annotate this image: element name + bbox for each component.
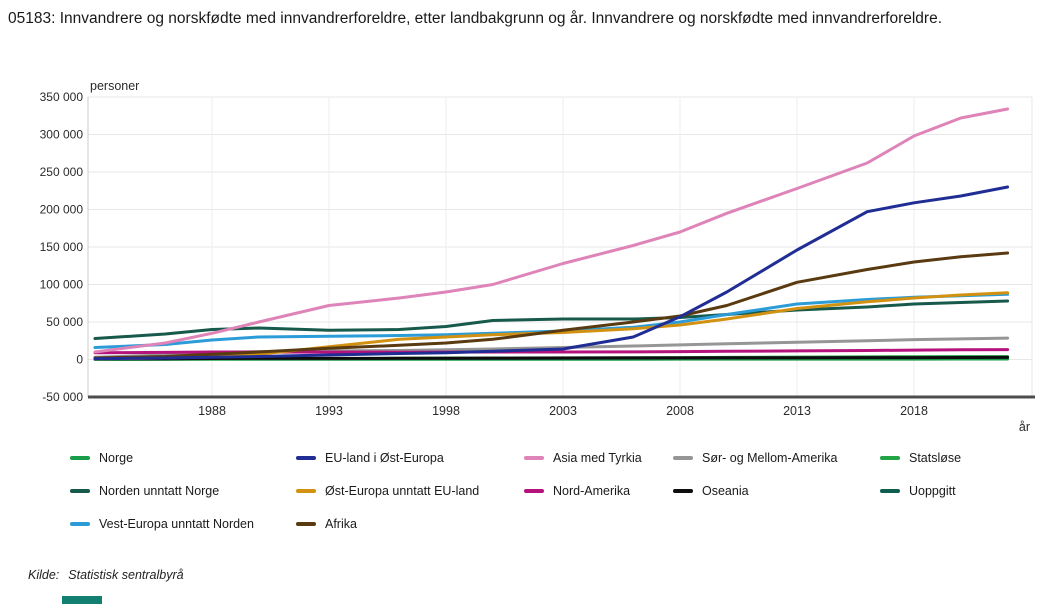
legend-row: Norge EU-land i Øst-Europa Asia med Tyrkia… (70, 441, 961, 474)
legend-swatch-icon (70, 521, 90, 526)
legend-swatch-icon (524, 455, 544, 460)
y-tick-label: 350 000 (40, 90, 84, 104)
legend-row: Vest-Europa unntatt Norden Afrika (70, 507, 961, 540)
legend-label: Uoppgitt (909, 483, 956, 498)
legend-swatch-icon (296, 455, 316, 460)
legend-item-oseania[interactable]: Oseania (673, 484, 880, 498)
source-note: Kilde: Statistisk sentralbyrå (28, 568, 184, 582)
legend-swatch-icon (70, 455, 90, 460)
series-line-afrika (93, 251, 1010, 360)
legend-swatch-icon (880, 455, 900, 460)
x-tick-label: 1998 (432, 404, 460, 418)
x-tick-label: 1993 (315, 404, 343, 418)
legend-item-uoppgitt[interactable]: Uoppgitt (880, 484, 961, 498)
legend-label: Vest-Europa unntatt Norden (99, 516, 254, 531)
legend-label: Afrika (325, 516, 357, 531)
y-tick-label: 0 (76, 353, 83, 367)
series-line-eu-land-i-ost-europa (93, 185, 1010, 361)
y-tick-label: 50 000 (46, 315, 83, 329)
legend-label: Oseania (702, 483, 749, 498)
series-line-asia-med-tyrkia (93, 107, 1010, 354)
chart-legend: Norge EU-land i Øst-Europa Asia med Tyrkia… (70, 441, 961, 540)
x-tick-label: 2003 (549, 404, 577, 418)
legend-label: Øst-Europa unntatt EU-land (325, 483, 480, 498)
legend-label: Statsløse (909, 450, 962, 465)
y-axis-unit-label: personer (90, 79, 139, 93)
x-tick-label: 1988 (198, 404, 226, 418)
series-line-ost-europa-unntatt-eu-land (93, 291, 1010, 361)
series-line-norden-unntatt-norge (93, 299, 1010, 340)
legend-item-norden-unntatt-norge[interactable]: Norden unntatt Norge (70, 484, 296, 498)
legend-item-eu-land-i-ost-europa[interactable]: EU-land i Øst-Europa (296, 451, 524, 465)
legend-row: Norden unntatt Norge Øst-Europa unntatt E… (70, 474, 961, 507)
page-title: 05183: Innvandrere og norskfødte med inn… (8, 10, 943, 27)
source-label: Kilde: (28, 568, 60, 582)
legend-item-statslose[interactable]: Statsløse (880, 451, 961, 465)
y-tick-label: 200 000 (40, 203, 84, 217)
legend-item-sor-og-mellom-amerika[interactable]: Sør- og Mellom-Amerika (673, 451, 880, 465)
legend-item-ost-europa-unntatt-eu-land[interactable]: Øst-Europa unntatt EU-land (296, 484, 524, 498)
legend-swatch-icon (673, 455, 693, 460)
legend-swatch-icon (296, 488, 316, 493)
x-tick-label: 2008 (666, 404, 694, 418)
x-axis-unit-label: år (1019, 420, 1030, 434)
x-tick-label: 2018 (900, 404, 928, 418)
legend-swatch-icon (880, 488, 900, 493)
legend-label: Norden unntatt Norge (99, 483, 220, 498)
y-tick-label: 150 000 (40, 240, 84, 254)
legend-label: Nord-Amerika (553, 483, 631, 498)
legend-swatch-icon (296, 521, 316, 526)
series-line-oseania (93, 355, 1010, 361)
legend-label: Asia med Tyrkia (553, 450, 642, 465)
legend-swatch-icon (70, 488, 90, 493)
cut-off-page-element (62, 596, 102, 604)
legend-label: Norge (99, 450, 134, 465)
legend-label: EU-land i Øst-Europa (325, 450, 444, 465)
legend-swatch-icon (673, 488, 693, 493)
y-tick-label: 300 000 (40, 128, 84, 142)
legend-swatch-icon (524, 488, 544, 493)
y-tick-label: 100 000 (40, 278, 84, 292)
x-tick-label: 2013 (783, 404, 811, 418)
legend-item-nord-amerika[interactable]: Nord-Amerika (524, 484, 673, 498)
legend-item-vest-europa-unntatt-norden[interactable]: Vest-Europa unntatt Norden (70, 517, 296, 531)
y-tick-label: 250 000 (40, 165, 84, 179)
legend-item-asia-med-tyrkia[interactable]: Asia med Tyrkia (524, 451, 673, 465)
source-text: Statistisk sentralbyrå (68, 568, 184, 582)
legend-label: Sør- og Mellom-Amerika (702, 450, 838, 465)
legend-item-afrika[interactable]: Afrika (296, 517, 524, 531)
legend-item-norge[interactable]: Norge (70, 451, 296, 465)
y-tick-label: -50 000 (42, 390, 83, 404)
